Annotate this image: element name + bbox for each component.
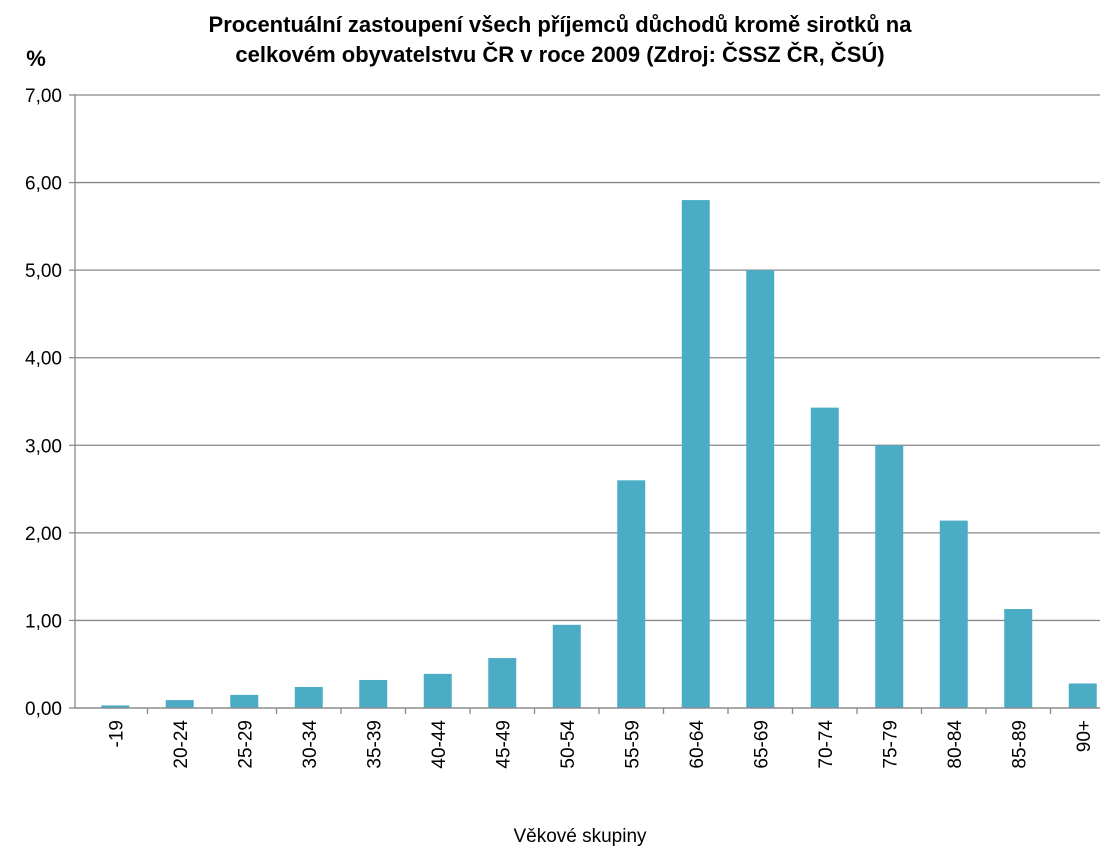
bar bbox=[746, 270, 775, 708]
x-tick-label: 70-74 bbox=[816, 720, 837, 769]
bar bbox=[294, 686, 323, 708]
bar bbox=[423, 673, 452, 708]
x-tick-label: 85-89 bbox=[1009, 720, 1030, 769]
chart-title: Procentuální zastoupení všech příjemců d… bbox=[209, 12, 913, 37]
y-tick-label: 0,00 bbox=[25, 699, 62, 720]
bar bbox=[230, 694, 259, 708]
bar bbox=[552, 624, 581, 708]
bar bbox=[939, 520, 968, 708]
x-tick-label: 45-49 bbox=[493, 720, 514, 769]
chart-title: celkovém obyvatelstvu ČR v roce 2009 (Zd… bbox=[235, 42, 884, 67]
y-tick-label: 1,00 bbox=[25, 611, 62, 632]
x-tick-label: 65-69 bbox=[751, 720, 772, 769]
y-tick-label: 3,00 bbox=[25, 436, 62, 457]
x-tick-label: 75-79 bbox=[880, 720, 901, 769]
x-tick-label: 50-54 bbox=[558, 720, 579, 769]
x-tick-label: 60-64 bbox=[687, 720, 708, 769]
x-tick-label: 90+ bbox=[1074, 720, 1095, 752]
x-tick-label: 80-84 bbox=[945, 720, 966, 769]
y-tick-label: 2,00 bbox=[25, 524, 62, 545]
x-tick-label: 40-44 bbox=[429, 720, 450, 769]
x-tick-label: 55-59 bbox=[622, 720, 643, 769]
bar bbox=[488, 658, 517, 708]
bar bbox=[617, 480, 646, 708]
x-tick-label: -19 bbox=[106, 720, 127, 747]
bar bbox=[1068, 683, 1097, 708]
x-axis-label: Věkové skupiny bbox=[513, 826, 647, 847]
bar bbox=[165, 700, 194, 708]
bar bbox=[101, 705, 130, 708]
x-tick-label: 25-29 bbox=[235, 720, 256, 769]
bar bbox=[810, 407, 839, 708]
bar bbox=[1004, 609, 1033, 708]
bar bbox=[681, 200, 710, 709]
x-tick-label: 35-39 bbox=[364, 720, 385, 769]
y-tick-label: 4,00 bbox=[25, 349, 62, 370]
x-tick-label: 20-24 bbox=[171, 720, 192, 769]
y-tick-label: 5,00 bbox=[25, 261, 62, 282]
y-tick-label: 6,00 bbox=[25, 174, 62, 195]
bar bbox=[359, 679, 388, 708]
y-axis-label: % bbox=[26, 46, 46, 71]
x-tick-label: 30-34 bbox=[300, 720, 321, 769]
y-tick-label: 7,00 bbox=[25, 86, 62, 107]
bar bbox=[875, 445, 904, 708]
